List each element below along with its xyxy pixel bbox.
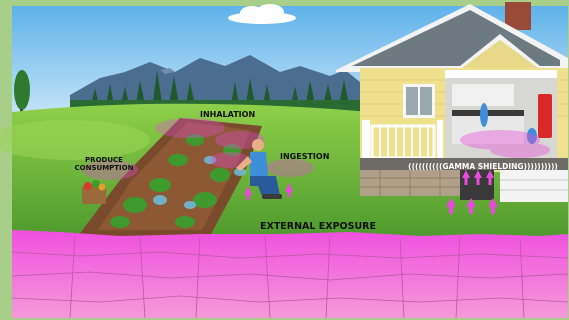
mountain-snow	[150, 62, 175, 74]
label-external-exposure: EXTERNAL EXPOSURE	[260, 221, 376, 232]
kneeling-gardener-icon	[236, 139, 282, 199]
left-tree	[14, 70, 30, 115]
garden-plants	[110, 134, 241, 228]
contamination-blue	[153, 156, 246, 209]
label-produce-line2: CONSUMPTION	[75, 164, 134, 172]
produce-basket-icon	[82, 180, 106, 204]
grass-highlight	[0, 120, 150, 160]
label-ingestion: INGESTION	[280, 152, 329, 161]
label-inhalation: INHALATION	[200, 110, 255, 119]
basement-arrows	[446, 170, 498, 214]
label-gamma-shielding: ((((((((((GAMMA SHIELDING))))))))))	[408, 162, 558, 171]
contaminated-soil-layer	[12, 230, 568, 318]
ingestion-arrows	[244, 183, 293, 200]
cloud	[228, 4, 296, 24]
label-produce-line1: PRODUCE	[85, 156, 123, 164]
house-icon	[336, 2, 568, 202]
soil-strata-lines	[11, 235, 569, 319]
